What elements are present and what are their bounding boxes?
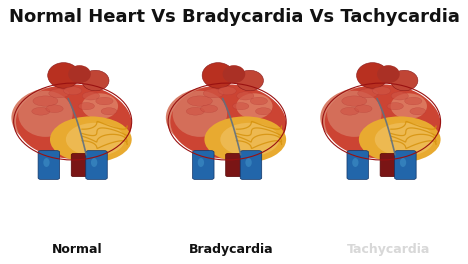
Ellipse shape [352,158,358,167]
Ellipse shape [45,91,132,157]
Ellipse shape [101,108,117,115]
Ellipse shape [359,116,440,162]
Ellipse shape [245,158,252,167]
Ellipse shape [200,105,218,112]
Ellipse shape [391,93,427,119]
Ellipse shape [43,158,50,167]
Ellipse shape [91,158,97,167]
Ellipse shape [391,70,418,91]
Ellipse shape [320,87,411,148]
Ellipse shape [48,63,80,88]
Ellipse shape [236,93,272,119]
Ellipse shape [11,87,102,148]
Ellipse shape [220,123,279,156]
Ellipse shape [82,93,118,119]
Ellipse shape [46,105,63,112]
FancyBboxPatch shape [71,153,88,177]
Ellipse shape [32,107,50,115]
Ellipse shape [327,91,381,137]
Ellipse shape [218,87,236,95]
Ellipse shape [200,91,286,157]
FancyBboxPatch shape [38,151,59,180]
Ellipse shape [373,87,391,95]
Ellipse shape [357,63,388,88]
Ellipse shape [50,116,132,162]
Ellipse shape [170,84,284,159]
FancyBboxPatch shape [380,153,397,177]
Ellipse shape [354,91,440,157]
Ellipse shape [64,87,82,95]
Ellipse shape [16,84,130,159]
Ellipse shape [391,92,409,100]
Ellipse shape [166,87,256,148]
Ellipse shape [237,92,254,100]
Ellipse shape [377,65,400,83]
Ellipse shape [236,70,263,91]
Ellipse shape [82,92,100,100]
Ellipse shape [173,91,227,137]
Ellipse shape [405,97,422,105]
FancyBboxPatch shape [226,153,243,177]
FancyBboxPatch shape [395,151,416,180]
Text: Normal: Normal [52,243,102,256]
Ellipse shape [256,108,271,115]
Ellipse shape [342,96,367,106]
Text: Bradycardia: Bradycardia [190,243,274,256]
Ellipse shape [250,97,268,105]
Ellipse shape [68,65,91,83]
Ellipse shape [375,123,434,156]
Ellipse shape [82,70,109,91]
Text: Normal Heart Vs Bradycardia Vs Tachycardia: Normal Heart Vs Bradycardia Vs Tachycard… [8,8,460,26]
Ellipse shape [96,97,113,105]
Ellipse shape [341,107,359,115]
Ellipse shape [205,116,286,162]
Ellipse shape [197,158,204,167]
Ellipse shape [325,84,439,159]
Ellipse shape [202,63,234,88]
Ellipse shape [387,103,403,110]
FancyBboxPatch shape [86,151,107,180]
Ellipse shape [78,103,95,110]
Ellipse shape [410,108,426,115]
Ellipse shape [49,89,69,98]
Ellipse shape [18,91,73,137]
Ellipse shape [186,107,205,115]
Ellipse shape [358,89,378,98]
Text: Tachycardia: Tachycardia [347,243,430,256]
Ellipse shape [66,123,125,156]
Ellipse shape [203,89,224,98]
Ellipse shape [187,96,212,106]
Ellipse shape [33,96,58,106]
Ellipse shape [400,158,406,167]
FancyBboxPatch shape [347,151,368,180]
Ellipse shape [355,105,372,112]
Ellipse shape [223,65,245,83]
FancyBboxPatch shape [240,151,262,180]
Ellipse shape [233,103,249,110]
FancyBboxPatch shape [192,151,214,180]
